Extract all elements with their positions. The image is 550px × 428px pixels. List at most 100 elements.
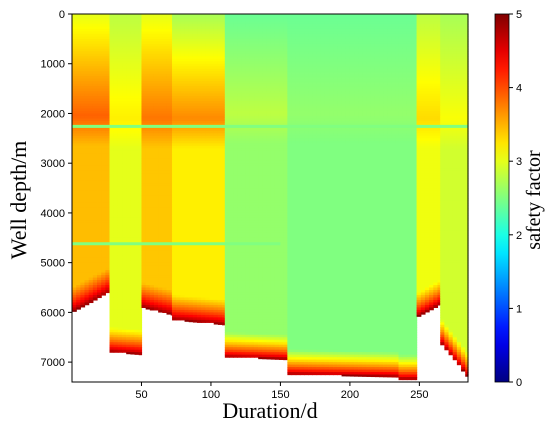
- heatmap-cell: [145, 41, 151, 45]
- heatmap-cell: [105, 16, 111, 20]
- heatmap-cell: [217, 188, 223, 192]
- heatmap-cell: [162, 106, 168, 110]
- heatmap-cell: [166, 115, 172, 120]
- heatmap-cell: [76, 101, 81, 105]
- heatmap-cell: [224, 198, 230, 202]
- heatmap-cell: [184, 38, 190, 42]
- heatmap-cell: [184, 108, 190, 112]
- heatmap-cell: [170, 294, 173, 299]
- heatmap-cell: [184, 138, 190, 142]
- heatmap-cell: [84, 193, 90, 197]
- heatmap-cell: [138, 23, 143, 28]
- heatmap-cell: [88, 198, 94, 202]
- heatmap-cell: [141, 302, 147, 306]
- heatmap-cell: [201, 28, 206, 33]
- heatmap-cell: [222, 307, 226, 311]
- heatmap-cell: [138, 33, 143, 37]
- heatmap-cell: [113, 83, 119, 87]
- heatmap-cell: [105, 158, 111, 162]
- heatmap-cell: [130, 210, 136, 214]
- heatmap-cell: [209, 314, 215, 318]
- heatmap-cell: [205, 193, 211, 197]
- heatmap-cell: [134, 304, 140, 309]
- heatmap-cell: [158, 188, 163, 192]
- heatmap-cell: [170, 91, 173, 95]
- heatmap-cell: [229, 101, 234, 105]
- heatmap-cell: [162, 96, 168, 100]
- heatmap-cell: [126, 56, 131, 60]
- heatmap-cell: [145, 304, 151, 309]
- heatmap-cell: [88, 150, 94, 154]
- heatmap-cell: [184, 297, 190, 301]
- heatmap-cell: [222, 61, 226, 65]
- heatmap-cell: [176, 275, 181, 279]
- heatmap-cell: [113, 56, 119, 60]
- heatmap-cell: [88, 63, 94, 67]
- heatmap-cell: [166, 183, 172, 187]
- heatmap-cell: [76, 257, 81, 261]
- heatmap-cell: [72, 26, 77, 30]
- heatmap-cell: [145, 110, 151, 115]
- heatmap-cell: [145, 245, 151, 249]
- heatmap-cell: [80, 143, 86, 147]
- heatmap-cell: [105, 262, 111, 266]
- heatmap-cell: [184, 292, 190, 296]
- heatmap-cell: [224, 48, 230, 52]
- heatmap-cell: [138, 307, 143, 311]
- heatmap-cell: [213, 202, 219, 207]
- heatmap-cell: [222, 319, 226, 323]
- heatmap-cell: [76, 86, 81, 90]
- heatmap-cell: [172, 165, 177, 169]
- heatmap-cell: [113, 115, 119, 120]
- heatmap-cell: [222, 23, 226, 28]
- heatmap-cell: [149, 207, 155, 212]
- heatmap-cell: [126, 28, 131, 33]
- heatmap-cell: [145, 175, 151, 179]
- heatmap-cell: [224, 292, 230, 296]
- heatmap-cell: [188, 250, 194, 254]
- heatmap-cell: [88, 230, 94, 234]
- heatmap-cell: [122, 81, 127, 85]
- heatmap-cell: [224, 128, 230, 132]
- heatmap-cell: [145, 88, 151, 92]
- heatmap-cell: [170, 222, 173, 226]
- heatmap-cell: [209, 135, 215, 139]
- heatmap-cell: [170, 158, 173, 162]
- heatmap-cell: [72, 195, 77, 199]
- heatmap-cell: [153, 304, 159, 309]
- heatmap-cell: [153, 110, 159, 115]
- heatmap-cell: [192, 272, 198, 276]
- heatmap-cell: [217, 235, 223, 239]
- heatmap-cell: [166, 299, 172, 304]
- heatmap-cell: [205, 98, 211, 102]
- heatmap-cell: [229, 217, 234, 221]
- heatmap-cell: [72, 220, 77, 224]
- heatmap-cell: [205, 160, 211, 164]
- heatmap-cell: [170, 225, 173, 229]
- heatmap-cell: [134, 257, 140, 261]
- heatmap-cell: [158, 235, 163, 239]
- heatmap-cell: [158, 225, 163, 229]
- heatmap-cell: [180, 215, 186, 219]
- heatmap-cell: [126, 91, 131, 95]
- heatmap-cell: [113, 73, 119, 77]
- heatmap-cell: [166, 106, 172, 110]
- heatmap-cell: [134, 33, 140, 37]
- heatmap-cell: [197, 307, 202, 311]
- heatmap-cell: [134, 150, 140, 154]
- heatmap-cell: [229, 58, 234, 62]
- heatmap-cell: [141, 252, 147, 256]
- heatmap-cell: [134, 240, 140, 244]
- heatmap-cell: [153, 277, 159, 281]
- heatmap-cell: [172, 170, 177, 174]
- heatmap-cell: [109, 287, 115, 291]
- heatmap-cell: [101, 163, 106, 167]
- heatmap-cell: [88, 252, 94, 256]
- heatmap-cell: [149, 212, 155, 217]
- heatmap-cell: [141, 83, 147, 87]
- heatmap-cell: [201, 53, 206, 57]
- heatmap-cell: [170, 68, 173, 72]
- heatmap-cell: [97, 86, 102, 90]
- heatmap-cell: [158, 14, 163, 18]
- heatmap-cell: [172, 130, 177, 134]
